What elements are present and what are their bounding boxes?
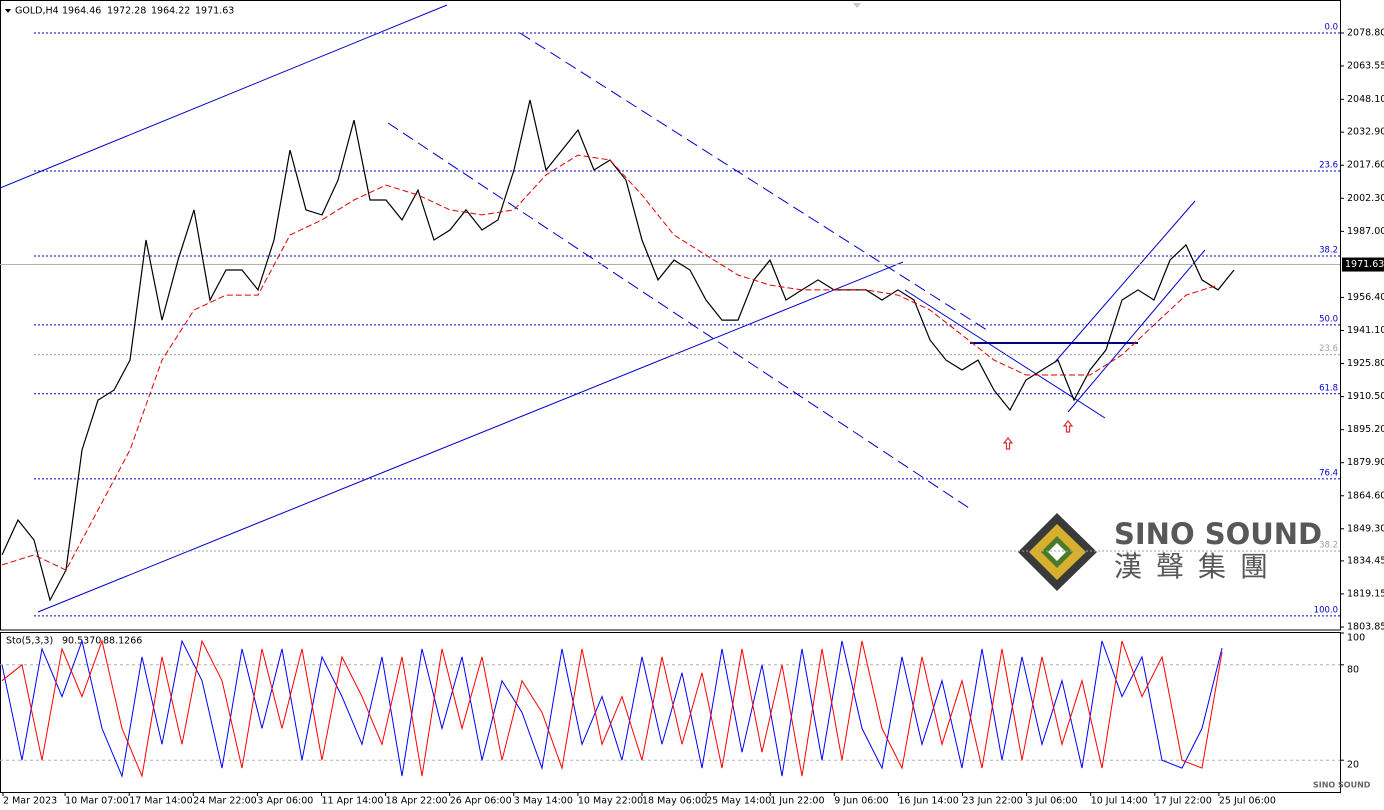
small-logo: SINO SOUND (1313, 781, 1371, 790)
y-tick-label: 20 (1347, 760, 1359, 771)
main-frame (0, 0, 1341, 631)
x-tick-label: 10 Jul 14:00 (1091, 796, 1148, 807)
y-tick-label: 80 (1347, 664, 1359, 675)
fib-label: 100.0 (1314, 605, 1338, 615)
price-line (1, 99, 1235, 602)
logo-name: SINO SOUND (1114, 517, 1322, 551)
y-tick-label: 1941.10 (1347, 325, 1384, 336)
up-arrow (1062, 420, 1074, 433)
y-tick-label: 1910.50 (1347, 391, 1384, 402)
y-tick-label: 1803.85 (1347, 621, 1384, 632)
symbol: GOLD,H4 (15, 6, 59, 17)
y-tick-label: 100 (1347, 633, 1365, 644)
y-tick-label: 1864.60 (1347, 490, 1384, 501)
logo: SINO SOUND 漢聲集團 SINO SOUND (1018, 513, 1371, 790)
x-tick-label: 18 May 06:00 (642, 796, 707, 807)
y-tick-label: 2002.30 (1347, 193, 1384, 204)
x-tick-label: 11 Apr 14:00 (322, 796, 384, 807)
fib-label: 38.2 (1319, 541, 1338, 551)
current-price-label: 1971.63 (1345, 259, 1384, 270)
y-tick-label: 1879.90 (1347, 457, 1384, 468)
logo-chinese: 漢聲集團 (1114, 550, 1282, 583)
y-tick-label: 1987.00 (1347, 226, 1384, 237)
x-tick-label: 3 May 14:00 (514, 796, 573, 807)
indicator-readout: 88.1266 (103, 636, 142, 647)
y-tick-label: 2078.80 (1347, 28, 1384, 39)
y-tick-label: 2048.10 (1347, 94, 1384, 105)
trend-line (37, 261, 904, 613)
fib-label: 61.8 (1319, 383, 1338, 393)
channel-line (1067, 249, 1206, 413)
x-tick-label: 1 Jun 22:00 (770, 796, 824, 807)
channel-line (519, 32, 991, 333)
x-tick-label: 10 Mar 07:00 (65, 796, 128, 807)
logo-diamond (1048, 543, 1066, 561)
x-tick-label: 17 Mar 14:00 (129, 796, 192, 807)
x-tick-label: 2 Mar 2023 (3, 796, 57, 807)
y-tick-label: 2063.55 (1347, 60, 1384, 71)
x-tick-label: 26 Apr 06:00 (450, 796, 512, 807)
trend-line (0, 4, 448, 189)
channel-line (1054, 200, 1196, 363)
channel-line (387, 122, 973, 511)
x-tick-label: 3 Jul 06:00 (1027, 796, 1078, 807)
drawings (0, 4, 1206, 613)
x-tick-label: 23 Jun 22:00 (963, 796, 1023, 807)
open: 1964.46 (62, 6, 101, 17)
close: 1971.63 (195, 6, 234, 17)
x-tick-label: 18 Apr 22:00 (386, 796, 448, 807)
x-tick-label: 9 Jun 06:00 (834, 796, 888, 807)
fib-label: 50.0 (1319, 314, 1338, 324)
fib-label: 23.6 (1319, 161, 1338, 171)
x-tick-label: 24 Mar 22:00 (193, 796, 256, 807)
price-line (1, 154, 1219, 571)
trend-line (904, 289, 1106, 419)
y-tick-label: 1849.30 (1347, 523, 1384, 534)
y-tick-label: 1956.40 (1347, 292, 1384, 303)
x-tick-label: 16 Jun 14:00 (898, 796, 958, 807)
y-tick-label: 1834.45 (1347, 555, 1384, 566)
sub-frame (0, 632, 1341, 793)
price-line (1, 639, 1223, 778)
x-tick-label: 17 Jul 22:00 (1155, 796, 1212, 807)
low: 1964.22 (151, 6, 190, 17)
y-tick-label: 1895.20 (1347, 424, 1384, 435)
x-tick-label: 10 May 22:00 (578, 796, 643, 807)
up-arrow (1002, 437, 1014, 450)
current-price-box (1342, 257, 1384, 272)
high: 1972.28 (107, 6, 146, 17)
indicator-title: Sto(5,3,3) (6, 636, 53, 647)
x-tick-label: 3 Apr 06:00 (257, 796, 313, 807)
y-tick-label: 2032.90 (1347, 127, 1384, 138)
fib-label: 23.6 (1319, 344, 1338, 354)
x-tick-label: 25 May 14:00 (706, 796, 771, 807)
x-tick-label: 25 Jul 06:00 (1219, 796, 1276, 807)
y-tick-label: 1925.80 (1347, 358, 1384, 369)
menu-arrow (5, 9, 11, 13)
fib-label: 38.2 (1319, 245, 1338, 255)
price-line (1, 639, 1223, 778)
y-tick-label: 2017.60 (1347, 160, 1384, 171)
fib-label: 76.4 (1319, 468, 1338, 478)
scroll-marker (853, 3, 861, 8)
fib-label: 0.0 (1324, 23, 1338, 33)
y-tick-label: 1819.15 (1347, 588, 1384, 599)
